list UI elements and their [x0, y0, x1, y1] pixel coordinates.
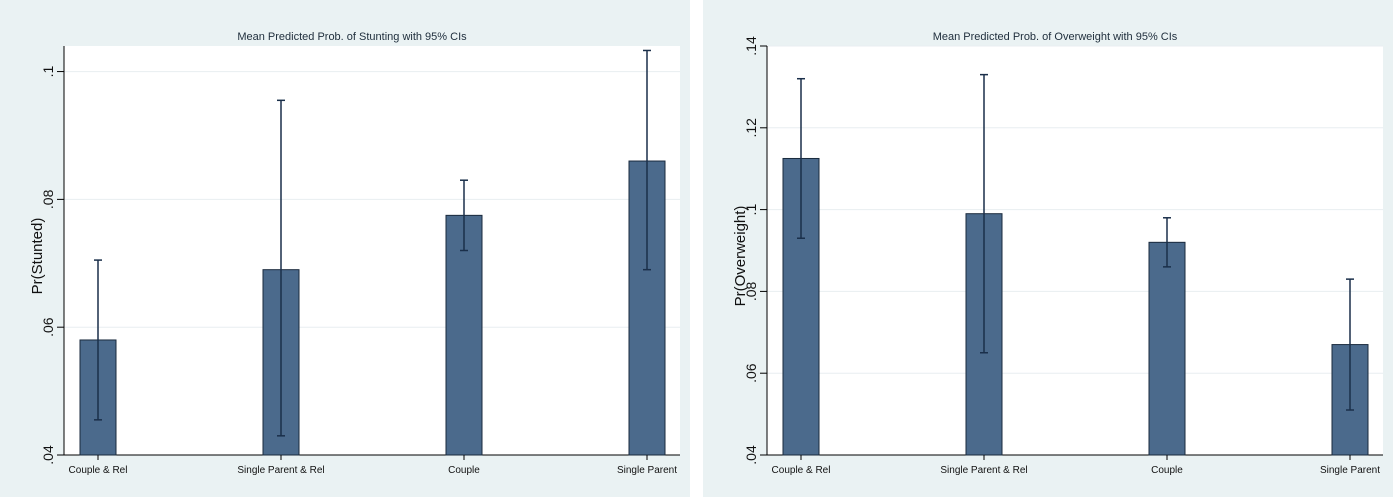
y-axis-label: Pr(Overweight) [732, 206, 749, 307]
y-tick-label: .12 [743, 118, 759, 138]
overweight-chart: Mean Predicted Prob. of Overweight with … [703, 0, 1393, 497]
y-tick-label: .08 [40, 189, 56, 209]
overweight-chart-panel: Mean Predicted Prob. of Overweight with … [703, 0, 1393, 497]
x-category-label: Single Parent [617, 465, 677, 476]
bar [1148, 241, 1186, 456]
y-tick-label: .08 [743, 281, 759, 301]
bar [445, 214, 483, 456]
y-tick-label: .04 [743, 445, 759, 465]
x-category-label: Single Parent & Rel [237, 465, 324, 476]
x-category-label: Single Parent & Rel [940, 465, 1027, 476]
y-tick-label: .1 [743, 204, 759, 216]
chart-title: Mean Predicted Prob. of Stunting with 95… [237, 31, 467, 43]
y-axis-label: Pr(Stunted) [29, 218, 46, 295]
x-category-label: Single Parent [1320, 465, 1380, 476]
x-category-label: Couple & Rel [772, 465, 831, 476]
stunting-chart-panel: Mean Predicted Prob. of Stunting with 95… [0, 0, 690, 497]
chart-title: Mean Predicted Prob. of Overweight with … [933, 31, 1178, 43]
x-category-label: Couple [1151, 465, 1183, 476]
x-category-label: Couple [448, 465, 480, 476]
y-tick-label: .1 [40, 66, 56, 78]
y-tick-label: .04 [40, 445, 56, 465]
y-tick-label: .06 [40, 317, 56, 337]
plot-area [767, 46, 1383, 455]
y-tick-label: .06 [743, 363, 759, 383]
plot-area [64, 46, 680, 455]
x-category-label: Couple & Rel [69, 465, 128, 476]
stunting-chart: Mean Predicted Prob. of Stunting with 95… [0, 0, 690, 497]
y-tick-label: .14 [743, 36, 759, 56]
